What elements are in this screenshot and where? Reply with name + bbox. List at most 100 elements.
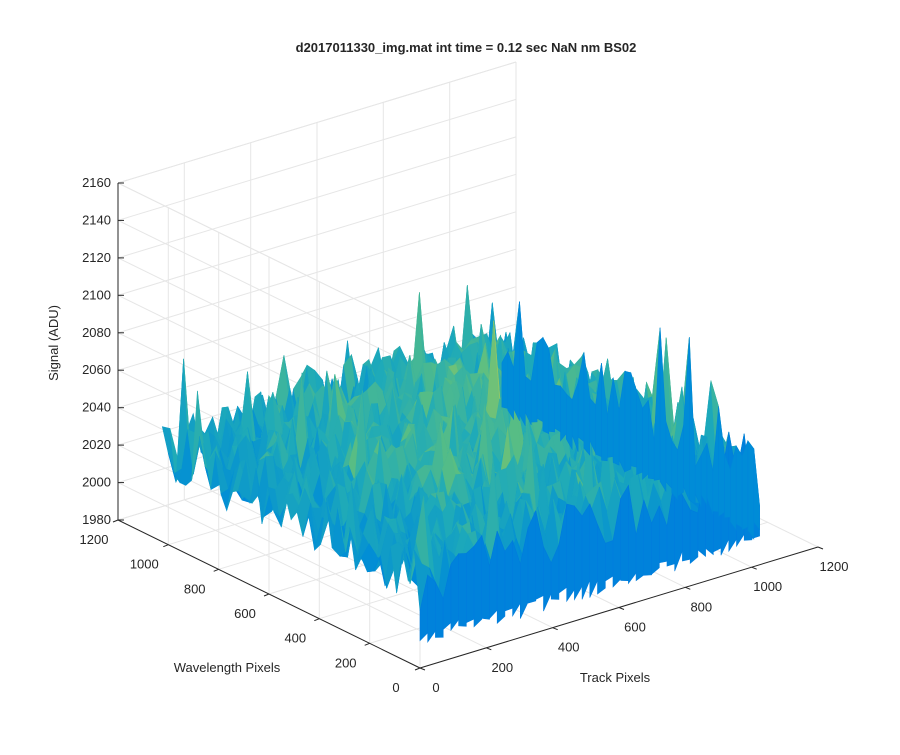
surface-skirt (536, 336, 544, 423)
surface-skirt (473, 534, 483, 628)
surface-skirt (542, 337, 550, 435)
box-edge (117, 182, 421, 332)
surface-skirt (560, 385, 567, 442)
x-tick (817, 546, 824, 550)
surface-mesh (161, 285, 760, 644)
surface-skirt (601, 363, 608, 462)
surface-skirt (435, 582, 444, 638)
surface-skirt (630, 372, 637, 468)
grid-line (117, 98, 517, 221)
surface-skirt (688, 337, 696, 506)
x-tick (685, 586, 691, 590)
grid-line (117, 219, 421, 369)
surface-skirt (718, 406, 725, 518)
surface-skirt (527, 510, 537, 604)
surface-skirt (741, 440, 749, 531)
x-tick (486, 647, 492, 651)
surface-skirt (581, 502, 591, 600)
surface-skirt (427, 574, 436, 644)
y-tick-label: 800 (184, 581, 206, 596)
x-tick-label: 0 (432, 680, 439, 695)
y-tick (163, 544, 169, 548)
x-tick (552, 627, 558, 631)
grid-line (117, 173, 517, 296)
surface-skirt (689, 509, 699, 565)
surface-skirt (729, 445, 737, 532)
y-tick-label: 1200 (80, 532, 109, 547)
x-tick-label: 400 (558, 640, 580, 655)
y-tick (112, 519, 119, 523)
surface-skirt (504, 539, 513, 612)
surface-skirt (496, 530, 506, 624)
x-tick (618, 607, 625, 610)
grid-line (117, 136, 517, 259)
x-tick-label: 800 (690, 599, 712, 614)
y-tick-label: 600 (234, 606, 256, 621)
x-tick (419, 667, 426, 671)
surface-skirt (647, 400, 655, 480)
surface-skirt (747, 439, 755, 540)
z-tick-label: 2000 (82, 475, 111, 490)
surface-skirt (624, 370, 632, 473)
y-tick-label: 200 (335, 655, 357, 670)
x-tick (751, 566, 757, 570)
x-tick-label: 200 (491, 660, 513, 675)
surface-skirt (735, 444, 743, 529)
surface-skirt (636, 390, 643, 476)
surface-skirt (519, 301, 526, 426)
surface-skirt (653, 327, 661, 481)
surface-skirt (501, 351, 509, 409)
surface-skirt (671, 439, 678, 501)
axes (112, 182, 824, 671)
surface-skirt (458, 553, 467, 627)
surface-skirt (753, 448, 760, 531)
surface-skirt (583, 352, 591, 456)
surface-skirt (651, 505, 660, 575)
grid-line (117, 211, 517, 334)
surface-skirt (513, 301, 520, 421)
z-tick-label: 2020 (82, 437, 111, 452)
y-tick-label: 1000 (130, 557, 159, 572)
y-tick-label: 0 (392, 680, 399, 695)
surface-skirt (574, 505, 583, 601)
grid-line (117, 248, 517, 371)
box-edge (117, 61, 517, 184)
z-tick-label: 2080 (82, 325, 111, 340)
x-tick-label: 1200 (820, 559, 849, 574)
surface-skirt (507, 351, 514, 421)
z-axis-label: Signal (ADU) (46, 305, 61, 381)
z-tick-label: 2040 (82, 400, 111, 415)
y-tick (213, 568, 219, 572)
x-axis-label: Track Pixels (580, 670, 651, 685)
surface-skirt (604, 540, 614, 582)
tick-labels: 0 200 400 600 800 1000 1200 0 200 400 600 800 1000 12… (80, 175, 849, 695)
surface-skirt (620, 484, 629, 582)
surface-skirt (450, 552, 459, 632)
x-tick-label: 600 (624, 620, 646, 635)
grid-line (117, 482, 421, 632)
surface-skirt (550, 544, 560, 600)
surface-skirt (597, 524, 606, 595)
z-tick-label: 2160 (82, 175, 111, 190)
y-tick (414, 667, 421, 671)
surface-skirt (565, 393, 573, 451)
surface-skirt (554, 384, 561, 433)
x-tick-label: 1000 (753, 579, 782, 594)
z-tick-label: 1980 (82, 512, 111, 527)
z-tick-label: 2100 (82, 287, 111, 302)
z-tick-label: 2060 (82, 362, 111, 377)
z-tick-label: 2120 (82, 250, 111, 265)
surface-skirt (481, 535, 490, 620)
surface-skirt (566, 503, 575, 603)
z-tick-label: 2140 (82, 212, 111, 227)
y-tick (314, 618, 320, 622)
y-tick (263, 593, 270, 597)
y-tick (364, 642, 370, 646)
surface-skirt (643, 499, 652, 576)
y-tick-label: 400 (284, 631, 306, 646)
surface-skirt (724, 453, 731, 519)
y-axis-label: Wavelength Pixels (174, 660, 281, 675)
surface-skirt (642, 399, 649, 480)
